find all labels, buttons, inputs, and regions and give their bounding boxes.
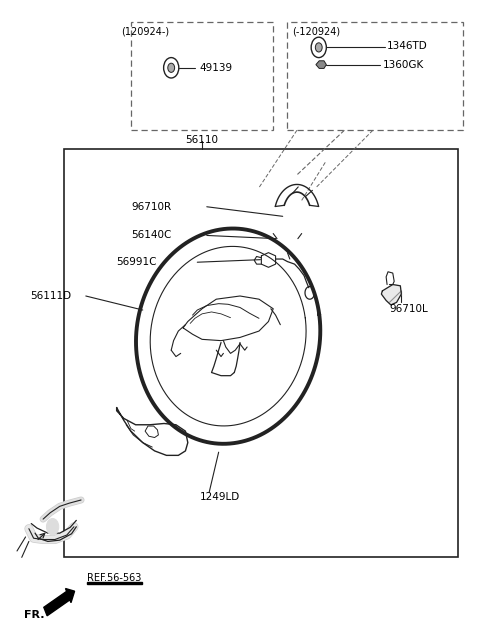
Text: 96710R: 96710R <box>131 202 171 212</box>
FancyArrow shape <box>44 588 74 616</box>
Bar <box>64 149 458 557</box>
Text: 96710L: 96710L <box>389 303 428 314</box>
Text: 56110: 56110 <box>186 135 218 145</box>
Circle shape <box>168 63 175 72</box>
Bar <box>288 22 463 131</box>
Text: 1249LD: 1249LD <box>200 492 240 502</box>
Text: 56991C: 56991C <box>117 257 157 267</box>
Bar <box>131 22 273 131</box>
Text: (120924-): (120924-) <box>121 26 169 37</box>
Text: 56140C: 56140C <box>131 230 171 240</box>
Text: 49139: 49139 <box>200 63 233 73</box>
Text: 56111D: 56111D <box>30 291 72 301</box>
Circle shape <box>47 518 59 535</box>
Text: 1346TD: 1346TD <box>387 41 428 51</box>
Bar <box>87 582 142 584</box>
Text: FR.: FR. <box>24 610 45 620</box>
Text: REF.56-563: REF.56-563 <box>87 573 142 583</box>
Circle shape <box>315 43 322 52</box>
Text: 1360GK: 1360GK <box>383 60 423 69</box>
Polygon shape <box>316 61 326 68</box>
Text: (-120924): (-120924) <box>292 26 340 37</box>
Polygon shape <box>382 285 401 305</box>
